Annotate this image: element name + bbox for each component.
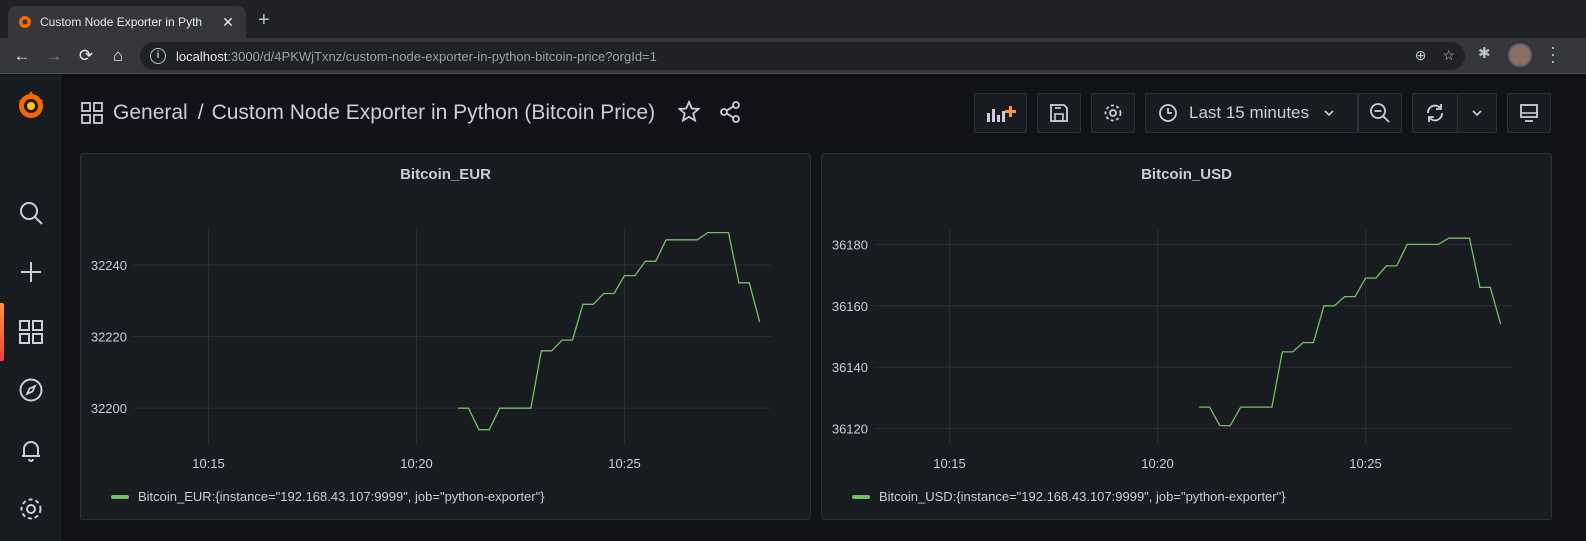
y-tick-label: 32240 (91, 258, 127, 273)
browser-menu-icon[interactable]: · · · (1550, 37, 1556, 71)
back-icon[interactable]: ← (13, 46, 31, 65)
graph-plot-usd[interactable]: 36120 36140 36160 36180 10:15 10:20 10:25 (822, 154, 1553, 484)
x-tick-label: 10:20 (1141, 456, 1174, 471)
star-icon[interactable] (676, 99, 702, 125)
y-tick-label: 36160 (832, 299, 868, 314)
site-info-icon[interactable]: i (150, 48, 166, 64)
series-line[interactable] (1199, 237, 1502, 427)
dashboards-icon[interactable] (18, 319, 44, 345)
add-panel-icon (986, 106, 1016, 122)
bookmark-star-icon[interactable]: ☆ (1442, 47, 1455, 63)
explore-compass-icon[interactable] (18, 377, 44, 403)
panel-title[interactable]: Bitcoin_EUR (400, 166, 491, 183)
series-line[interactable] (458, 231, 761, 431)
alerting-bell-icon[interactable] (18, 437, 44, 463)
grafana-logo-icon[interactable] (14, 88, 48, 122)
forward-icon[interactable]: → (45, 46, 63, 65)
profile-avatar[interactable] (1508, 43, 1532, 67)
legend-label[interactable]: Bitcoin_EUR:{instance="192.168.43.107:99… (138, 489, 545, 504)
grafana-sidemenu (0, 75, 61, 541)
legend-item[interactable]: Bitcoin_EUR:{instance="192.168.43.107:99… (111, 489, 545, 504)
save-dashboard-button[interactable] (1037, 93, 1081, 133)
monitor-icon (1520, 104, 1538, 122)
dashboard-navbar: General / Custom Node Exporter in Python… (61, 75, 1586, 152)
panel-bitcoin-eur[interactable]: Bitcoin_EUR 32200 32220 32240 10:15 10:20 10:… (80, 153, 811, 520)
refresh-icon (1427, 104, 1443, 122)
x-tick-label: 10:20 (400, 456, 433, 471)
refresh-interval-dropdown[interactable] (1457, 93, 1497, 133)
dashboard-settings-button[interactable] (1091, 93, 1135, 133)
browser-tab-strip: Custom Node Exporter in Pyth ✕ + (0, 0, 1586, 38)
chevron-down-icon (1324, 110, 1334, 117)
breadcrumb: General / Custom Node Exporter in Python… (81, 101, 655, 125)
clock-icon (1159, 104, 1177, 122)
time-range-picker[interactable]: Last 15 minutes (1145, 93, 1358, 133)
zoom-icon[interactable]: ⊕ (1414, 47, 1427, 63)
zoom-out-icon (1370, 103, 1390, 123)
breadcrumb-folder[interactable]: General (113, 101, 188, 124)
x-tick-label: 10:25 (608, 456, 641, 471)
zoom-out-button[interactable] (1358, 93, 1402, 133)
home-icon[interactable]: ⌂ (112, 46, 124, 65)
url-input[interactable]: i localhost:3000/d/4PKWjTxnz/custom-node… (140, 42, 1465, 70)
x-tick-label: 10:15 (933, 456, 966, 471)
browser-tab[interactable]: Custom Node Exporter in Pyth ✕ (8, 6, 246, 38)
panel-title[interactable]: Bitcoin_USD (1141, 166, 1232, 183)
save-icon (1050, 104, 1068, 122)
search-icon[interactable] (18, 200, 44, 226)
view-mode-button[interactable] (1507, 93, 1551, 133)
chevron-down-icon (1472, 110, 1482, 117)
time-range-label: Last 15 minutes (1189, 103, 1310, 122)
reload-icon[interactable]: ⟳ (78, 46, 94, 65)
active-indicator (0, 303, 4, 361)
series-color-swatch[interactable] (111, 494, 129, 499)
address-toolbar: ← → ⟳ ⌂ i localhost:3000/d/4PKWjTxnz/cus… (0, 38, 1586, 74)
graph-plot-eur[interactable]: 32200 32220 32240 10:15 10:20 10:25 (81, 154, 812, 484)
y-tick-label: 36180 (832, 237, 868, 252)
y-tick-label: 32220 (91, 330, 127, 345)
breadcrumb-separator: / (197, 101, 204, 124)
series-color-swatch[interactable] (852, 494, 870, 499)
y-tick-label: 36120 (832, 422, 868, 437)
close-tab-icon[interactable]: ✕ (222, 13, 234, 30)
y-tick-label: 32200 (91, 401, 127, 416)
x-tick-label: 10:25 (1349, 456, 1382, 471)
url-host: localhost (176, 48, 228, 64)
dashboard-grid-icon (81, 102, 103, 124)
share-icon[interactable] (717, 99, 743, 125)
extensions-icon[interactable]: ✱ (1478, 45, 1491, 62)
gear-icon (1104, 104, 1122, 122)
configuration-gear-icon[interactable] (18, 496, 44, 522)
panel-bitcoin-usd[interactable]: Bitcoin_USD 36120 36140 36160 36180 10:15 10:… (821, 153, 1552, 520)
refresh-button[interactable] (1412, 93, 1458, 133)
legend-label[interactable]: Bitcoin_USD:{instance="192.168.43.107:99… (879, 489, 1286, 504)
create-plus-icon[interactable] (18, 259, 44, 285)
tab-title: Custom Node Exporter in Pyth (40, 15, 203, 29)
new-tab-icon[interactable]: + (258, 9, 270, 31)
x-tick-label: 10:15 (192, 456, 225, 471)
dashboard-title[interactable]: Custom Node Exporter in Python (Bitcoin … (211, 101, 656, 124)
url-path: :3000/d/4PKWjTxnz/custom-node-exporter-i… (227, 48, 657, 64)
y-tick-label: 36140 (832, 360, 868, 375)
add-panel-button[interactable] (974, 93, 1027, 133)
legend-item[interactable]: Bitcoin_USD:{instance="192.168.43.107:99… (852, 489, 1286, 504)
grafana-favicon-icon (19, 16, 31, 28)
